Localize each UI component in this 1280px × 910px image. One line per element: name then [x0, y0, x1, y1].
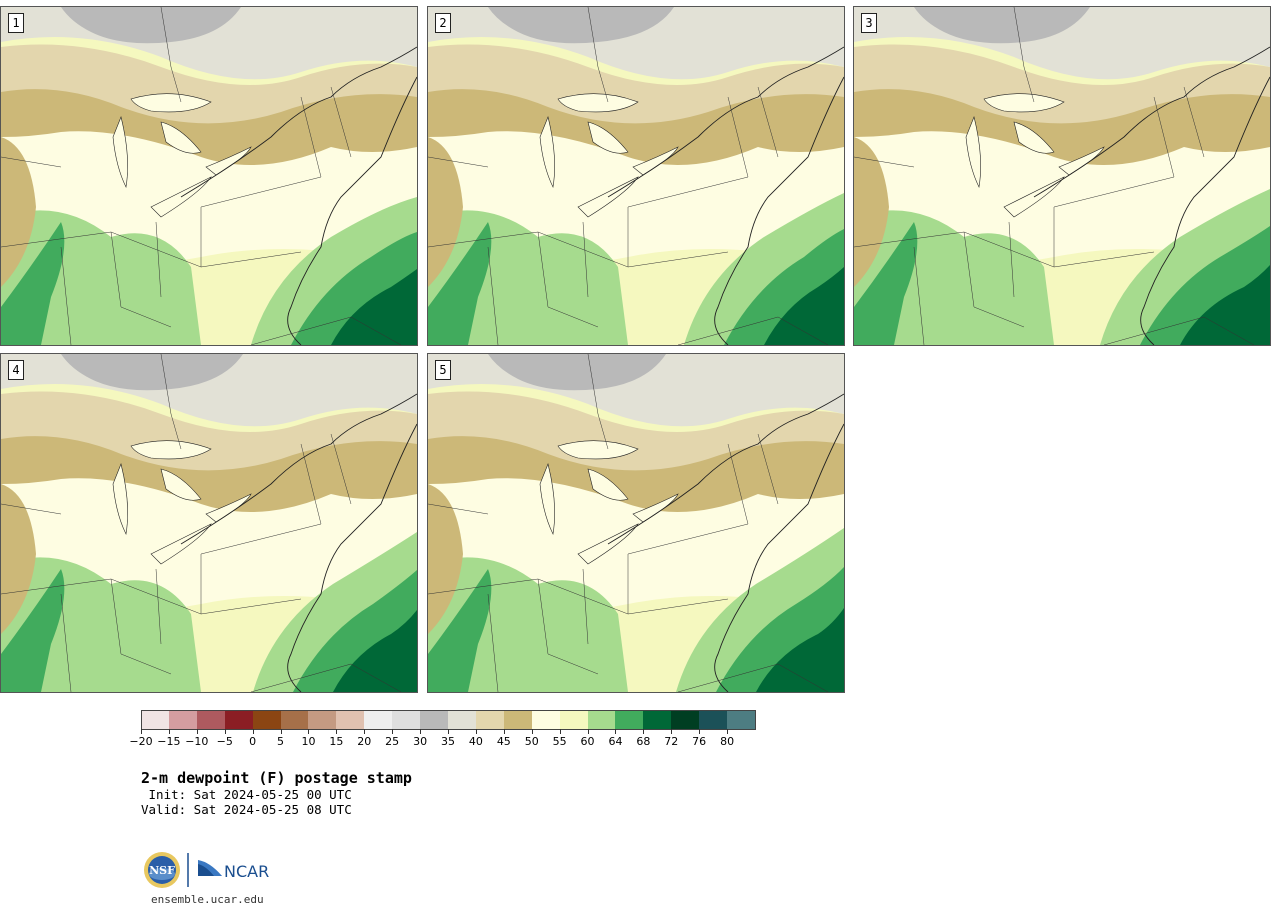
init-time: Init: Sat 2024-05-25 00 UTC: [141, 787, 352, 802]
colorbar-swatch: [671, 710, 701, 729]
colorbar-tick-label: 30: [413, 735, 428, 748]
colorbar-tick-label: 76: [692, 735, 707, 748]
ensemble-member-panel-2: 2: [427, 6, 845, 346]
panel-number: 3: [861, 13, 877, 33]
panel-number: 4: [8, 360, 24, 380]
colorbar-tick-mark: [168, 729, 170, 734]
colorbar-tick-label: 5: [277, 735, 285, 748]
colorbar-tick-mark: [559, 729, 561, 734]
colorbar-tick-mark: [224, 729, 226, 734]
panel-number: 1: [8, 13, 24, 33]
colorbar-swatch: [615, 710, 645, 729]
dewpoint-map: [428, 7, 844, 345]
ensemble-member-panel-3: 3: [853, 6, 1271, 346]
colorbar-swatch: [280, 710, 310, 729]
colorbar-tick-label: −20: [129, 735, 153, 748]
colorbar-swatch: [475, 710, 506, 729]
colorbar-tick-mark: [503, 729, 505, 734]
nsf-ncar-logo: NSF NCAR: [144, 852, 269, 888]
colorbar-tick-mark: [699, 729, 701, 734]
svg-text:NCAR: NCAR: [224, 862, 269, 881]
colorbar-tick-label: 55: [552, 735, 567, 748]
colorbar-tick-label: 45: [496, 735, 511, 748]
colorbar-tick-mark: [141, 729, 142, 734]
colorbar-tick-label: 15: [329, 735, 344, 748]
colorbar-tick-mark: [420, 729, 422, 734]
dewpoint-map: [1, 354, 417, 692]
dewpoint-map: [1, 7, 417, 345]
colorbar-tick-label: 20: [357, 735, 372, 748]
colorbar-tick-mark: [308, 729, 310, 734]
panel-number: 5: [435, 360, 451, 380]
plot-title: 2-m dewpoint (F) postage stamp: [141, 769, 412, 787]
colorbar-tick-mark: [448, 729, 449, 734]
colorbar-tick-mark: [196, 729, 198, 734]
colorbar: [141, 710, 757, 729]
colorbar-tick-label: 68: [636, 735, 651, 748]
colorbar-tick-mark: [392, 729, 394, 734]
colorbar-swatch: [168, 710, 199, 729]
dewpoint-map: [428, 354, 844, 692]
colorbar-tick-mark: [615, 729, 617, 734]
colorbar-tick-label: 40: [468, 735, 483, 748]
ensemble-member-panel-5: 5: [427, 353, 845, 693]
colorbar-tick-mark: [280, 729, 282, 734]
colorbar-tick-label: −5: [216, 735, 233, 748]
colorbar-tick-mark: [643, 729, 645, 734]
valid-time: Valid: Sat 2024-05-25 08 UTC: [141, 802, 352, 817]
colorbar-tick-label: 60: [580, 735, 595, 748]
colorbar-swatch: [364, 710, 394, 729]
colorbar-tick-label: 35: [441, 735, 455, 748]
colorbar-tick-label: 10: [301, 735, 316, 748]
colorbar-tick-label: −10: [185, 735, 209, 748]
colorbar-tick-mark: [671, 729, 673, 734]
colorbar-swatch: [503, 710, 534, 729]
colorbar-tick-label: 72: [664, 735, 679, 748]
svg-text:NSF: NSF: [149, 864, 175, 877]
colorbar-tick-mark: [252, 729, 254, 734]
colorbar-swatch: [727, 710, 757, 729]
colorbar-tick-label: 50: [524, 735, 539, 748]
ensemble-member-panel-1: 1: [0, 6, 418, 346]
colorbar-swatch: [392, 710, 422, 729]
colorbar-tick-label: 64: [608, 735, 623, 748]
nsf-logo-icon: NSF: [144, 852, 180, 888]
colorbar-tick-label: −15: [157, 735, 181, 748]
colorbar-tick-mark: [364, 729, 366, 734]
website-url: ensemble.ucar.edu: [151, 893, 264, 906]
colorbar-swatch: [336, 710, 366, 729]
colorbar-swatch: [587, 710, 617, 729]
colorbar-swatch: [531, 710, 562, 729]
colorbar-swatch: [196, 710, 227, 729]
colorbar-swatch: [559, 710, 590, 729]
dewpoint-map: [854, 7, 1270, 345]
colorbar-swatch: [224, 710, 255, 729]
colorbar-swatch: [141, 710, 171, 729]
colorbar-swatch: [448, 710, 478, 729]
colorbar-tick-label: 0: [249, 735, 257, 748]
colorbar-tick-mark: [475, 729, 477, 734]
colorbar-tick-mark: [727, 729, 729, 734]
colorbar-swatch: [699, 710, 729, 729]
colorbar-tick-label: 25: [385, 735, 400, 748]
colorbar-swatch: [420, 710, 450, 729]
colorbar-swatch: [308, 710, 338, 729]
colorbar-tick-mark: [531, 729, 533, 734]
colorbar-swatch: [252, 710, 283, 729]
colorbar-tick-mark: [587, 729, 589, 734]
colorbar-tick-mark: [336, 729, 338, 734]
ncar-logo-icon: NCAR: [198, 860, 269, 881]
ensemble-member-panel-4: 4: [0, 353, 418, 693]
colorbar-swatch: [643, 710, 673, 729]
colorbar-tick-label: 80: [720, 735, 735, 748]
panel-number: 2: [435, 13, 451, 33]
